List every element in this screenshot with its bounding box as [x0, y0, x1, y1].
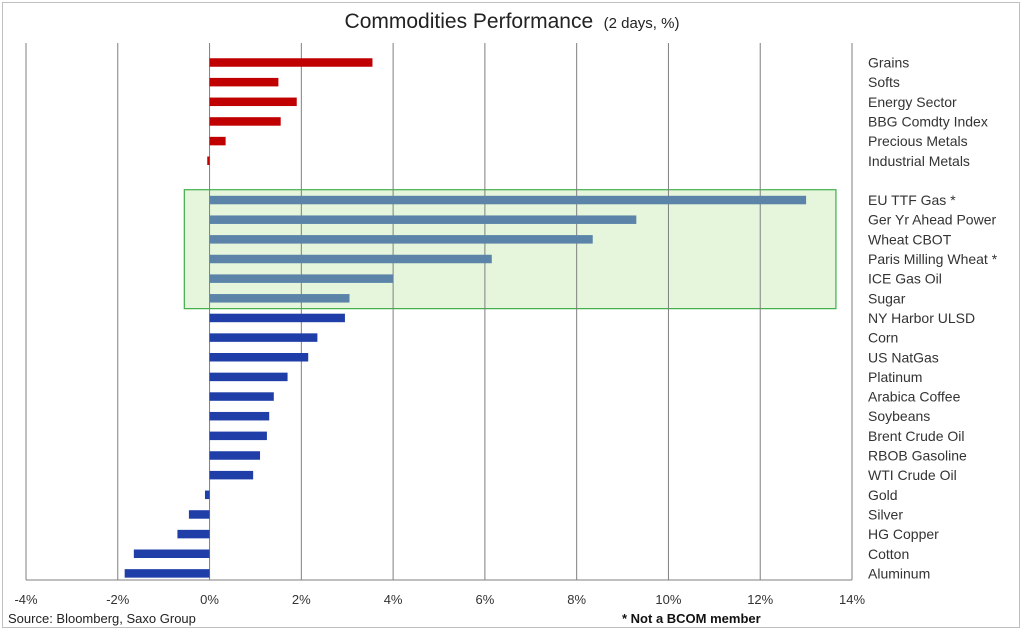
- category-label: Softs: [868, 74, 900, 90]
- chart-subtitle: (2 days, %): [604, 15, 680, 32]
- x-tick-label: 12%: [747, 592, 773, 607]
- bar: [209, 392, 274, 401]
- x-tick-label: 4%: [384, 592, 403, 607]
- bar: [209, 136, 226, 146]
- category-label: Energy Sector: [868, 94, 957, 110]
- category-label: Wheat CBOT: [868, 231, 952, 247]
- bar: [209, 195, 807, 205]
- bar: [177, 529, 210, 539]
- bar: [209, 58, 373, 67]
- category-label: WTI Crude Oil: [868, 467, 957, 483]
- bar: [209, 470, 254, 480]
- x-tick-label: -2%: [106, 592, 130, 607]
- category-label: NY Harbor ULSD: [868, 310, 975, 326]
- x-tick-label: 8%: [567, 592, 586, 607]
- bar: [188, 510, 210, 519]
- bar: [209, 372, 288, 382]
- category-label: Silver: [868, 506, 903, 522]
- bar: [209, 254, 492, 264]
- category-label: Platinum: [868, 369, 922, 385]
- bar: [209, 97, 297, 107]
- category-label: Ger Yr Ahead Power: [868, 212, 996, 228]
- x-tick-label: 6%: [475, 592, 494, 607]
- bar: [133, 549, 210, 558]
- source-note: Source: Bloomberg, Saxo Group: [8, 611, 196, 626]
- category-label: Sugar: [868, 290, 906, 306]
- x-tick-label: -4%: [14, 592, 38, 607]
- chart-title-group: Commodities Performance (2 days, %): [345, 10, 680, 33]
- bar: [209, 215, 637, 224]
- bar: [209, 274, 394, 283]
- bcom-footnote: * Not a BCOM member: [622, 611, 761, 626]
- x-tick-label: 10%: [655, 592, 681, 607]
- x-tick-label: 14%: [839, 592, 865, 607]
- plot-area: -4% -2% 0% 2% 4% 6% 8% 10% 12% 14% Grains Softs Ener…: [14, 43, 998, 607]
- category-label: Soybeans: [868, 408, 930, 424]
- category-label: RBOB Gasoline: [868, 448, 967, 464]
- category-label: EU TTF Gas *: [868, 192, 956, 208]
- category-label: ICE Gas Oil: [868, 271, 942, 287]
- category-label: Arabica Coffee: [868, 389, 961, 405]
- category-label: Cotton: [868, 546, 909, 562]
- chart-title: Commodities Performance: [345, 10, 594, 33]
- bar: [204, 490, 210, 500]
- bar: [209, 333, 318, 342]
- bar: [209, 353, 309, 362]
- category-label: Brent Crude Oil: [868, 428, 964, 444]
- highlight-box: [183, 189, 837, 310]
- category-label: Precious Metals: [868, 133, 968, 149]
- category-label: Corn: [868, 330, 898, 346]
- bar: [209, 294, 350, 303]
- bar: [209, 451, 261, 460]
- x-tick-label: 0%: [200, 592, 219, 607]
- x-tick-label: 2%: [292, 592, 311, 607]
- category-label: Industrial Metals: [868, 153, 970, 169]
- category-label: US NatGas: [868, 349, 939, 365]
- bar: [124, 569, 210, 578]
- category-label: Gold: [868, 487, 898, 503]
- bar: [209, 411, 270, 421]
- bar: [209, 313, 345, 323]
- category-label: BBG Comdty Index: [868, 113, 988, 129]
- category-label: Aluminum: [868, 565, 930, 581]
- category-label: Grains: [868, 55, 909, 71]
- category-label: HG Copper: [868, 526, 939, 542]
- category-label: Paris Milling Wheat *: [868, 251, 998, 267]
- bar: [209, 77, 279, 87]
- bar: [209, 117, 281, 126]
- bar: [207, 156, 210, 165]
- bar: [209, 431, 267, 441]
- bar: [209, 235, 593, 244]
